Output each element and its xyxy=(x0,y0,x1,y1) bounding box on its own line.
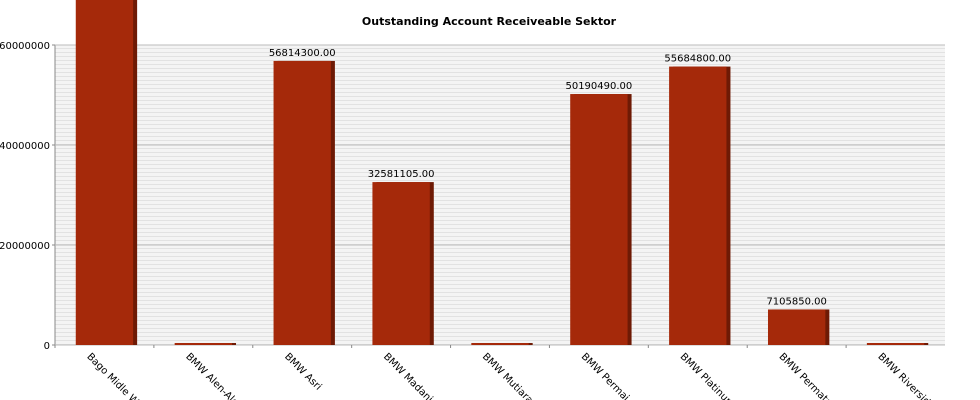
x-tick-label: BMW Alen-Ale xyxy=(183,351,240,400)
chart-title: Outstanding Account Receiveable Sektor xyxy=(362,15,617,28)
bar xyxy=(174,343,233,345)
x-tick-label: BMW Permata xyxy=(777,351,834,400)
bar xyxy=(669,66,727,346)
y-tick-label: 20000000 xyxy=(0,241,50,252)
x-tick-label: BMW Madani xyxy=(381,351,435,400)
plot-area xyxy=(55,45,945,345)
y-tick-label: 60000000 xyxy=(0,41,50,52)
value-label: 50190490.00 xyxy=(565,81,632,92)
value-label: 7105850.00 xyxy=(766,296,826,307)
bar xyxy=(75,0,134,345)
x-tick-label: BMW Mutiara xyxy=(480,351,535,400)
bar xyxy=(866,343,925,345)
x-tick-label: BMW Platinum xyxy=(678,351,737,400)
bar xyxy=(570,94,628,345)
x-tick-label: Bago Midle W xyxy=(84,351,140,400)
value-label: 32581105.00 xyxy=(368,169,435,180)
value-label: 56814300.00 xyxy=(269,48,336,59)
bar xyxy=(767,309,826,345)
y-tick-label: 40000000 xyxy=(0,141,50,152)
bar xyxy=(471,343,529,345)
x-tick-label: BMW Permai xyxy=(579,351,631,400)
x-tick-label: BMW Riversid xyxy=(875,351,931,400)
bar xyxy=(372,182,430,345)
x-tick-label: BMW Asri xyxy=(282,351,323,392)
bar xyxy=(273,60,331,346)
value-label: 55684800.00 xyxy=(664,54,731,65)
y-tick-label: 0 xyxy=(44,341,50,352)
